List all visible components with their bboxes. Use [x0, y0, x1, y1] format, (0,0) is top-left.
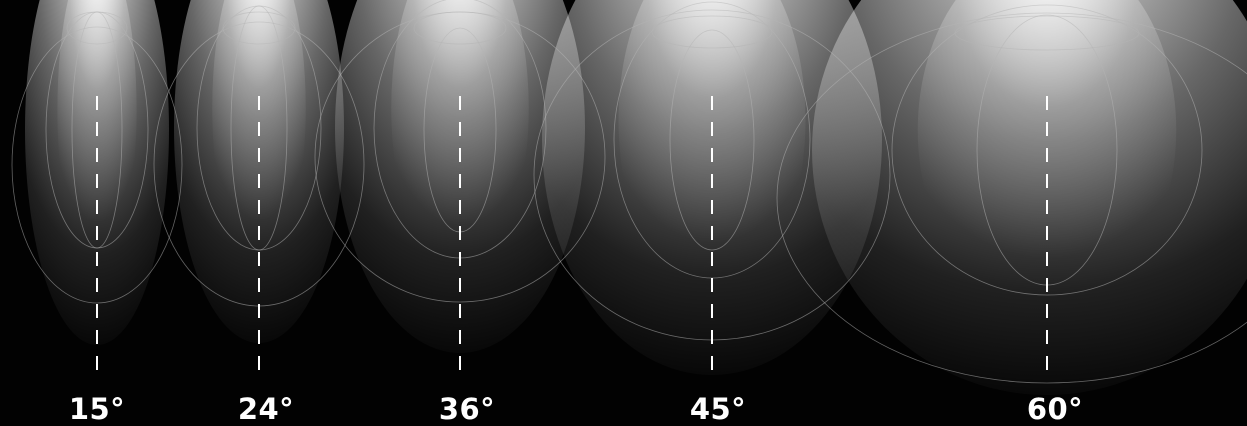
angle-label-60: 60° — [1026, 392, 1084, 426]
beam-outline-24-3 — [222, 11, 296, 45]
angle-label-15: 15° — [68, 392, 126, 426]
angle-label-24: 24° — [237, 392, 295, 426]
beam-outline-15-3 — [66, 11, 128, 45]
beam-outline-36-3 — [413, 11, 507, 45]
angle-label-45: 45° — [689, 392, 747, 426]
beam-outline-45-3 — [651, 15, 773, 49]
beam-axis-layer — [96, 96, 1048, 375]
beam-outline-60-3 — [954, 15, 1140, 51]
beam-outline-24-2 — [230, 5, 288, 251]
angle-label-36: 36° — [438, 392, 496, 426]
beam-outline-15-0 — [11, 26, 183, 304]
beam-core-36 — [391, 0, 529, 277]
beam-outline-45-2 — [669, 29, 755, 251]
beam-outline-60-1 — [891, 4, 1203, 296]
beam-outline-60-0 — [776, 12, 1247, 384]
